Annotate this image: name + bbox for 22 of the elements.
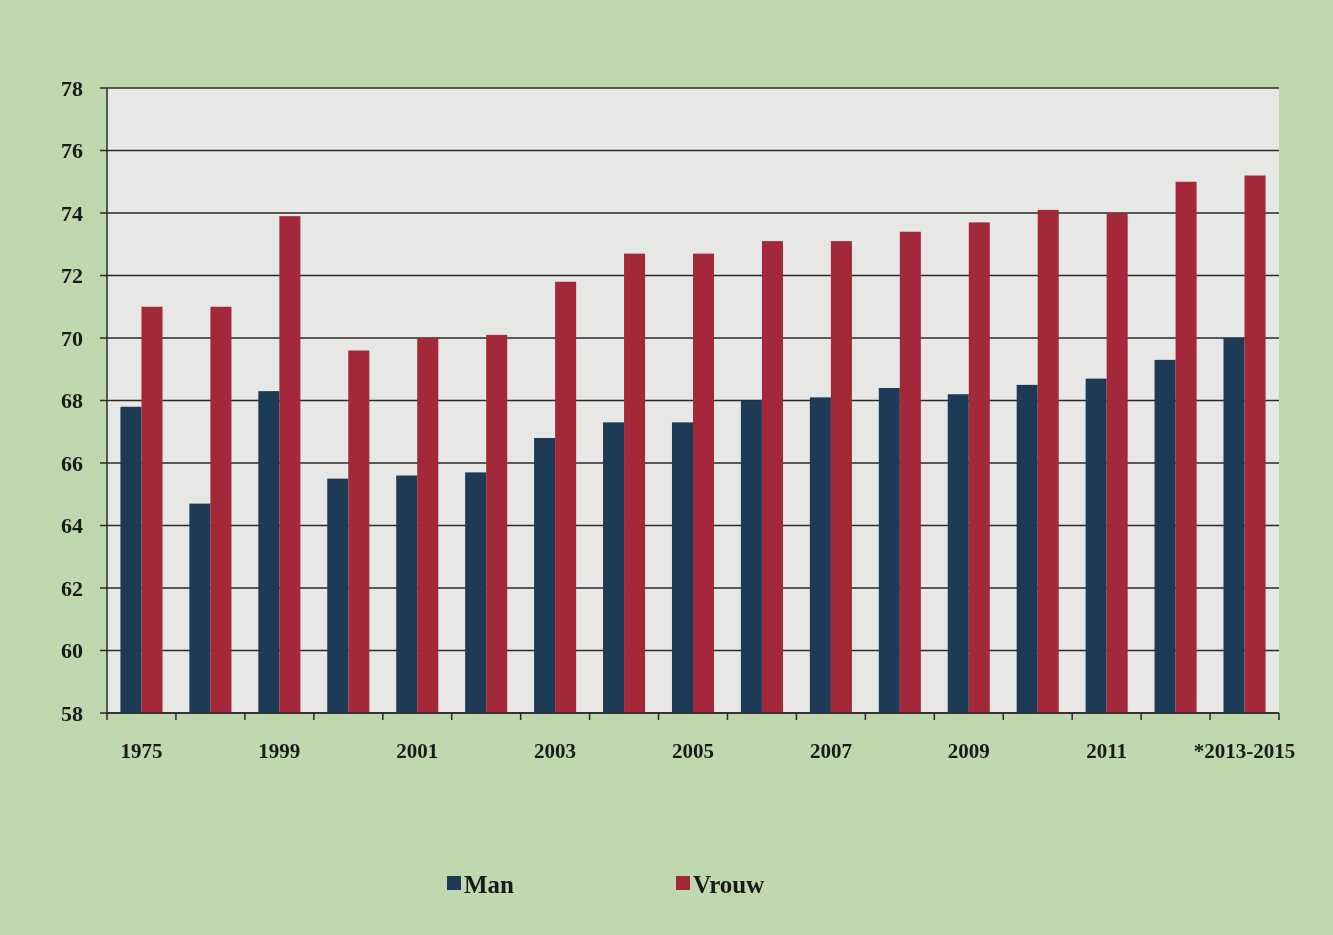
x-tick-label: 2005 bbox=[672, 739, 714, 763]
y-tick-label: 60 bbox=[61, 638, 83, 664]
y-tick-label: 58 bbox=[61, 700, 83, 726]
y-tick-label: 66 bbox=[61, 450, 83, 476]
y-tick-label: 64 bbox=[61, 513, 83, 539]
y-tick-label: 76 bbox=[61, 138, 83, 164]
legend-label: Man bbox=[464, 871, 515, 898]
y-tick-label: 68 bbox=[61, 388, 83, 414]
x-tick-label: 2009 bbox=[947, 739, 990, 763]
x-tick-label: *2013-2015 bbox=[1193, 739, 1296, 763]
x-tick-label: 2011 bbox=[1086, 739, 1128, 763]
y-tick-label: 62 bbox=[61, 575, 83, 601]
y-tick-label: 78 bbox=[61, 75, 83, 101]
x-tick-label: 2003 bbox=[534, 739, 577, 763]
y-tick-label: 70 bbox=[61, 325, 83, 351]
y-tick-label: 72 bbox=[61, 263, 83, 289]
x-tick-label: 1999 bbox=[258, 739, 301, 763]
x-tick-label: 2001 bbox=[396, 739, 439, 763]
x-tick-label: 1975 bbox=[120, 739, 163, 763]
legend-label: Vrouw bbox=[693, 871, 765, 898]
x-tick-label: 2007 bbox=[809, 739, 852, 763]
y-tick-label: 74 bbox=[61, 200, 83, 226]
